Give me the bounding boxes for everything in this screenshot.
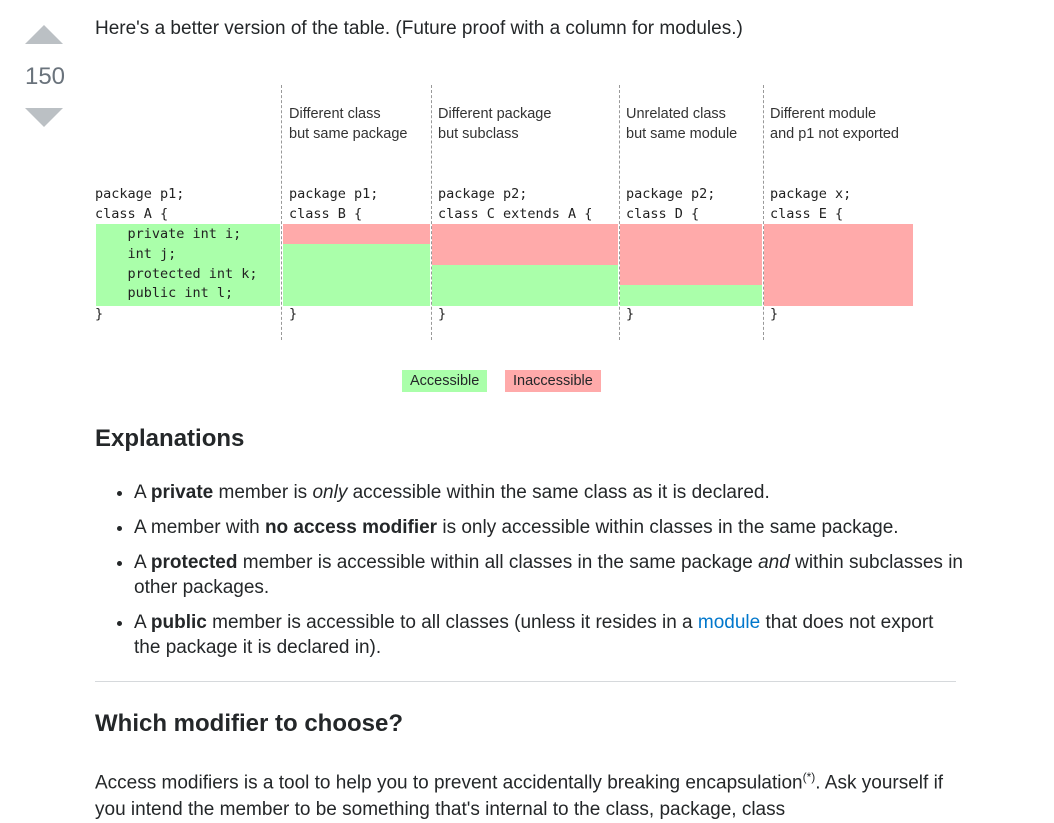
module-link[interactable]: module [697, 612, 761, 633]
list-item: A protected member is accessible within … [134, 550, 964, 600]
legend-inaccessible: Inaccessible [505, 370, 601, 392]
closing-brace: } [438, 306, 447, 322]
closing-brace: } [626, 306, 635, 322]
column-separator [281, 85, 282, 340]
explanations-list: A private member is only accessible with… [95, 480, 964, 670]
access-cell-accessible [283, 264, 430, 286]
access-cell-accessible [432, 264, 618, 286]
access-cell-inaccessible [432, 224, 618, 245]
column-header: Different module and p1 not exported [770, 106, 899, 142]
column-header: Unrelated class but same module [626, 106, 738, 142]
column-separator [763, 85, 764, 340]
class-declaration: package x; class E { [770, 186, 852, 222]
class-members: private int i; int j; protected int k; p… [127, 226, 258, 302]
class-declaration: package p2; class D { [626, 186, 716, 222]
vote-count: 150 [24, 63, 66, 90]
access-cell-inaccessible [764, 284, 913, 306]
access-cell-accessible [283, 244, 430, 265]
list-item: A member with no access modifier is only… [134, 515, 964, 540]
access-cell-accessible [96, 284, 280, 306]
access-cell-accessible [620, 284, 762, 306]
closing-brace: } [770, 306, 779, 322]
access-cell-inaccessible [283, 224, 430, 245]
access-cell-inaccessible [764, 264, 913, 286]
class-declaration: package p1; class A { [95, 186, 185, 222]
access-cell-accessible [96, 244, 280, 265]
column-separator [431, 85, 432, 340]
legend-accessible: Accessible [402, 370, 488, 392]
column-separator [619, 85, 620, 340]
explanations-heading: Explanations [95, 425, 245, 452]
closing-brace: } [289, 306, 298, 322]
access-cell-accessible [96, 264, 280, 286]
list-item: A public member is accessible to all cla… [134, 610, 964, 660]
access-cell-inaccessible [764, 224, 913, 245]
intro-text: Here's a better version of the table. (F… [95, 18, 743, 39]
class-declaration: package p2; class C extends A { [438, 186, 593, 222]
column-header: Different class but same package [289, 106, 408, 142]
column-header: Different package but subclass [438, 106, 552, 142]
closing-brace: } [95, 306, 104, 322]
divider [95, 681, 956, 682]
access-cell-inaccessible [620, 264, 762, 286]
access-cell-inaccessible [432, 244, 618, 265]
access-cell-accessible [96, 224, 280, 245]
choose-paragraph: Access modifiers is a tool to help you t… [95, 770, 944, 821]
upvote-button[interactable] [25, 25, 63, 44]
access-cell-accessible [283, 284, 430, 306]
access-cell-inaccessible [764, 244, 913, 265]
choose-heading: Which modifier to choose? [95, 710, 404, 737]
class-declaration: package p1; class B { [289, 186, 379, 222]
access-cell-inaccessible [620, 224, 762, 245]
list-item: A private member is only accessible with… [134, 480, 964, 505]
downvote-button[interactable] [25, 108, 63, 127]
access-cell-inaccessible [620, 244, 762, 265]
access-cell-accessible [432, 284, 618, 306]
